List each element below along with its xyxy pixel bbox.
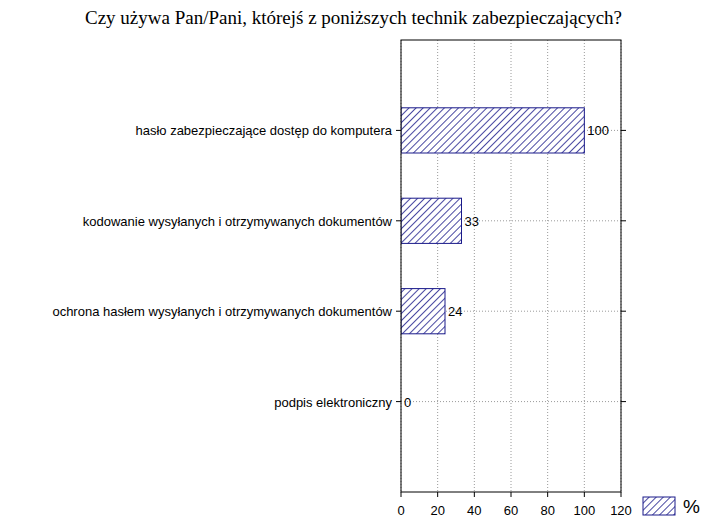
y-tick <box>396 311 401 312</box>
data-label: 33 <box>465 214 479 229</box>
chart-container: Czy używa Pan/Pani, którejś z poniższych… <box>0 0 707 524</box>
y-tick-right <box>621 220 626 221</box>
category-label: ochrona hasłem wysyłanych i otrzymywanyc… <box>52 304 392 319</box>
legend-label: % <box>683 496 700 517</box>
data-label: 100 <box>587 123 609 138</box>
x-tick <box>547 492 548 497</box>
x-tick <box>584 492 585 497</box>
y-tick <box>396 220 401 221</box>
x-tick-label: 40 <box>467 503 481 518</box>
x-tick-label: 0 <box>397 503 404 518</box>
category-label: kodowanie wysyłanych i otrzymywanych dok… <box>83 214 393 229</box>
data-label: 0 <box>404 395 411 410</box>
y-tick <box>396 401 401 402</box>
x-tick <box>474 492 475 497</box>
category-grid-line <box>401 401 621 402</box>
x-tick-label: 120 <box>610 503 632 518</box>
bar <box>401 108 584 153</box>
category-label: podpis elektroniczny <box>274 395 392 410</box>
chart-svg: Czy używa Pan/Pani, którejś z poniższych… <box>0 0 707 524</box>
title: Czy używa Pan/Pani, którejś z poniższych… <box>85 7 622 28</box>
bars <box>401 108 584 334</box>
y-tick <box>396 130 401 131</box>
x-tick <box>437 492 438 497</box>
x-tick <box>401 492 402 497</box>
y-tick-right <box>621 401 626 402</box>
y-tick-right <box>621 130 626 131</box>
bar <box>401 289 445 334</box>
x-tick-label: 80 <box>540 503 554 518</box>
y-tick-right <box>621 311 626 312</box>
x-tick <box>511 492 512 497</box>
x-tick <box>621 492 622 497</box>
plot-frame <box>401 40 621 492</box>
data-label: 24 <box>448 304 462 319</box>
bar <box>401 198 462 243</box>
x-tick-label: 20 <box>430 503 444 518</box>
x-tick-label: 100 <box>573 503 595 518</box>
x-tick-label: 60 <box>504 503 518 518</box>
category-label: hasło zabezpieczające dostęp do komputer… <box>135 123 392 138</box>
legend-swatch <box>643 497 675 515</box>
